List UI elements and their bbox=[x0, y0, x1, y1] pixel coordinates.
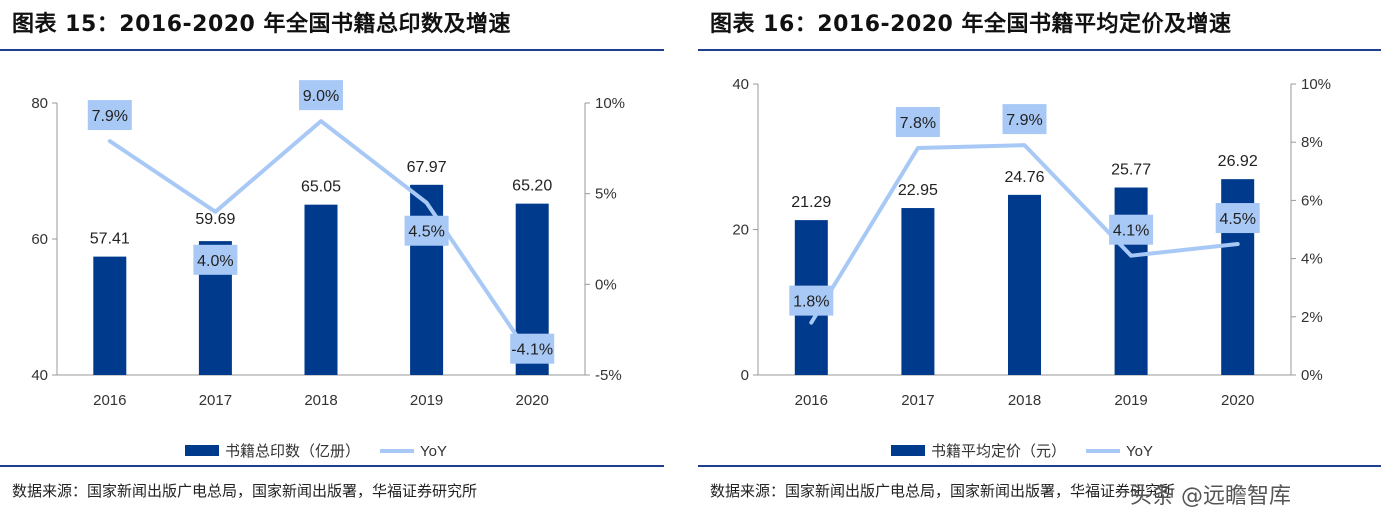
x-tick-label: 2017 bbox=[901, 392, 934, 409]
title-divider bbox=[698, 49, 1381, 51]
chart-title: 图表 15：2016-2020 年全国书籍总印数及增速 bbox=[12, 12, 512, 37]
bar bbox=[304, 204, 338, 375]
y-tick-label-right: -5% bbox=[595, 367, 622, 384]
yoy-label-box bbox=[193, 244, 238, 275]
yoy-label-box bbox=[87, 100, 132, 131]
yoy-value-label: 1.8% bbox=[793, 294, 829, 311]
x-tick-label: 2016 bbox=[93, 392, 126, 409]
yoy-value-label: 4.1% bbox=[1113, 223, 1149, 240]
source-note: 数据来源：国家新闻出版广电总局，国家新闻出版署，华福证券研究所 bbox=[12, 482, 478, 500]
legend-swatch-bar bbox=[891, 445, 925, 456]
y-tick-label-right: 0% bbox=[595, 276, 617, 293]
y-tick-label-right: 0% bbox=[1301, 367, 1323, 384]
legend-label-bar: 书籍平均定价（元） bbox=[931, 442, 1066, 460]
bar bbox=[410, 184, 444, 375]
y-tick-label-right: 10% bbox=[595, 95, 625, 112]
bar bbox=[93, 256, 127, 375]
legend-label-line: YoY bbox=[1126, 443, 1153, 460]
yoy-label-box bbox=[1002, 104, 1047, 135]
yoy-line bbox=[107, 119, 535, 361]
chart-svg: 0 20 40 0% 2% 4% 6% 8% 10% 2016 2017 2018 2019 2020 21… bbox=[732, 76, 1331, 460]
x-tick-label: 2016 bbox=[795, 392, 828, 409]
bar-value-label: 22.95 bbox=[898, 182, 938, 199]
x-tick-label: 2019 bbox=[1114, 392, 1147, 409]
chart-title: 图表 16：2016-2020 年全国书籍平均定价及增速 bbox=[710, 12, 1232, 37]
y-tick-label-right: 10% bbox=[1301, 76, 1331, 93]
y-tick-label-left: 0 bbox=[741, 367, 749, 384]
bar-value-label: 26.92 bbox=[1218, 153, 1258, 170]
y-tick-label-left: 80 bbox=[31, 95, 48, 112]
yoy-label-box bbox=[895, 107, 940, 138]
yoy-value-label: 9.0% bbox=[303, 88, 339, 105]
chart-svg: 40 60 80 -5% 0% 5% 10% 2016 2017 2018 2019 2020 57.4… bbox=[31, 80, 625, 460]
x-tick-label: 2018 bbox=[1008, 392, 1041, 409]
y-tick-label-right: 6% bbox=[1301, 192, 1323, 209]
legend-swatch-bar bbox=[185, 445, 219, 456]
bar-value-label: 57.41 bbox=[90, 231, 130, 248]
yoy-label-box bbox=[1215, 203, 1260, 234]
yoy-value-label: 4.5% bbox=[1219, 211, 1255, 228]
x-tick-label: 2019 bbox=[410, 392, 443, 409]
y-tick-label-right: 4% bbox=[1301, 251, 1323, 268]
bar bbox=[1008, 194, 1041, 375]
source-divider bbox=[0, 465, 664, 467]
y-tick-label-right: 5% bbox=[595, 186, 617, 203]
y-tick-label-left: 40 bbox=[31, 367, 48, 384]
bar bbox=[901, 208, 935, 375]
x-tick-label: 2020 bbox=[516, 392, 549, 409]
x-tick-label: 2020 bbox=[1221, 392, 1254, 409]
legend-label-line: YoY bbox=[420, 443, 447, 460]
bar-value-label: 65.05 bbox=[301, 179, 341, 196]
yoy-label-box bbox=[510, 333, 555, 364]
title-divider bbox=[0, 49, 664, 51]
yoy-value-label: 7.9% bbox=[92, 108, 128, 125]
bar-value-label: 59.69 bbox=[195, 211, 235, 228]
y-tick-label-left: 20 bbox=[732, 222, 749, 239]
yoy-value-label: 4.5% bbox=[408, 224, 444, 241]
legend-label-bar: 书籍总印数（亿册） bbox=[225, 442, 360, 460]
y-tick-label-left: 40 bbox=[732, 76, 749, 93]
yoy-label-box bbox=[789, 285, 834, 316]
yoy-value-label: -4.1% bbox=[511, 342, 553, 359]
source-note: 数据来源：国家新闻出版广电总局，国家新闻出版署，华福证券研究所 bbox=[710, 482, 1176, 500]
yoy-label-box bbox=[1109, 214, 1154, 245]
watermark: 头条 @远瞻智库 bbox=[1130, 484, 1291, 509]
yoy-value-label: 4.0% bbox=[197, 253, 233, 270]
yoy-line bbox=[809, 143, 1240, 325]
bar-value-label: 65.20 bbox=[512, 178, 552, 195]
y-tick-label-right: 2% bbox=[1301, 309, 1323, 326]
bar-value-label: 25.77 bbox=[1111, 162, 1151, 179]
bar-value-label: 67.97 bbox=[407, 159, 447, 176]
source-divider bbox=[698, 465, 1381, 467]
chart-panel-left: 图表 15：2016-2020 年全国书籍总印数及增速 40 60 80 -5% 0% 5… bbox=[0, 0, 664, 520]
y-tick-label-right: 8% bbox=[1301, 134, 1323, 151]
chart-panel-right: 图表 16：2016-2020 年全国书籍平均定价及增速 0 20 40 0% 2% 4%… bbox=[698, 0, 1381, 520]
x-tick-label: 2018 bbox=[304, 392, 337, 409]
bar-value-label: 21.29 bbox=[791, 194, 831, 211]
yoy-value-label: 7.9% bbox=[1006, 112, 1042, 129]
yoy-label-box bbox=[299, 80, 343, 111]
x-tick-label: 2017 bbox=[199, 392, 232, 409]
y-tick-label-left: 60 bbox=[31, 231, 48, 248]
bar-value-label: 24.76 bbox=[1004, 169, 1044, 186]
yoy-value-label: 7.8% bbox=[900, 115, 936, 132]
yoy-label-box bbox=[404, 215, 449, 246]
